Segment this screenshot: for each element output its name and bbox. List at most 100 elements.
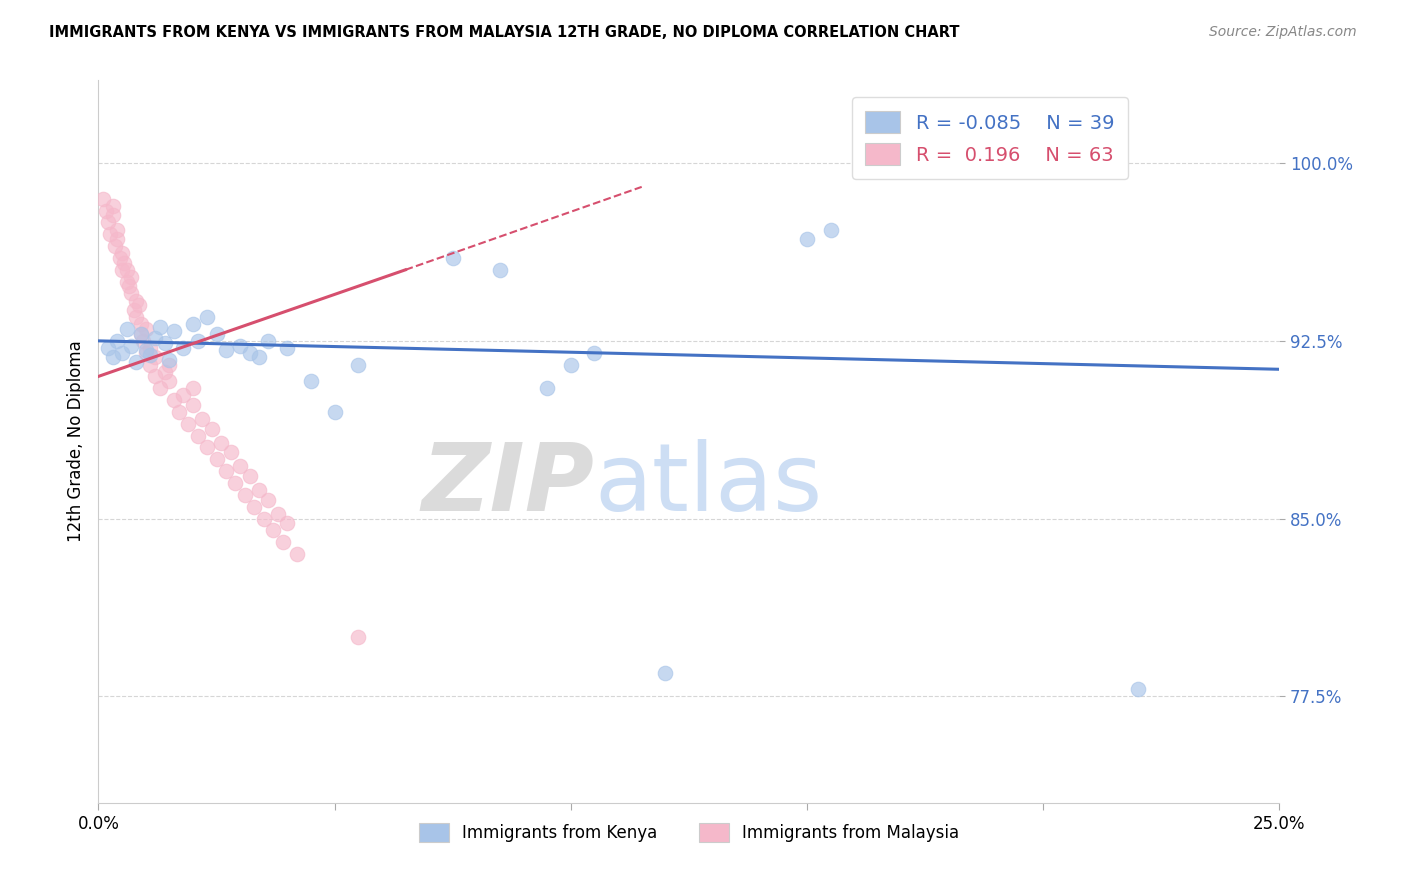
Point: [257, 492, 280, 507]
Point: [129, 326, 152, 341]
Point: [143, 351, 166, 365]
Point: [347, 630, 370, 644]
Point: [101, 208, 124, 222]
Point: [205, 452, 228, 467]
Point: [195, 441, 218, 455]
Point: [229, 459, 252, 474]
Point: [347, 358, 370, 372]
Point: [796, 232, 818, 246]
Point: [177, 417, 200, 431]
Point: [105, 222, 128, 236]
Point: [215, 464, 238, 478]
Point: [271, 535, 294, 549]
Point: [111, 262, 134, 277]
Point: [323, 405, 346, 419]
Point: [233, 488, 256, 502]
Point: [135, 322, 157, 336]
Point: [129, 326, 152, 341]
Point: [187, 428, 209, 442]
Point: [219, 445, 242, 459]
Text: IMMIGRANTS FROM KENYA VS IMMIGRANTS FROM MALAYSIA 12TH GRADE, NO DIPLOMA CORRELA: IMMIGRANTS FROM KENYA VS IMMIGRANTS FROM…: [49, 25, 960, 40]
Point: [157, 358, 180, 372]
Point: [94, 203, 117, 218]
Point: [121, 269, 143, 284]
Point: [187, 334, 209, 348]
Point: [157, 374, 180, 388]
Point: [489, 262, 512, 277]
Point: [247, 351, 270, 365]
Point: [172, 388, 194, 402]
Point: [262, 524, 284, 538]
Point: [205, 326, 228, 341]
Point: [115, 275, 138, 289]
Legend: Immigrants from Kenya, Immigrants from Malaysia: Immigrants from Kenya, Immigrants from M…: [412, 816, 966, 848]
Point: [115, 322, 138, 336]
Point: [135, 345, 157, 359]
Point: [105, 334, 128, 348]
Point: [125, 293, 148, 308]
Point: [108, 251, 131, 265]
Point: [121, 286, 143, 301]
Point: [257, 334, 280, 348]
Point: [285, 547, 308, 561]
Point: [276, 341, 298, 355]
Text: ZIP: ZIP: [422, 439, 595, 531]
Point: [195, 310, 218, 325]
Point: [191, 412, 214, 426]
Point: [104, 239, 127, 253]
Point: [129, 318, 152, 332]
Point: [97, 215, 120, 229]
Point: [91, 192, 114, 206]
Point: [243, 500, 266, 514]
Point: [149, 319, 172, 334]
Point: [112, 255, 135, 269]
Point: [97, 341, 120, 355]
Point: [163, 325, 186, 339]
Point: [111, 246, 134, 260]
Point: [984, 145, 1007, 159]
Text: atlas: atlas: [595, 439, 823, 531]
Point: [267, 507, 290, 521]
Point: [122, 303, 145, 318]
Point: [139, 341, 162, 355]
Point: [441, 251, 464, 265]
Point: [132, 334, 155, 348]
Point: [167, 405, 190, 419]
Point: [201, 421, 224, 435]
Point: [215, 343, 238, 358]
Point: [1126, 682, 1149, 697]
Point: [153, 336, 176, 351]
Point: [239, 469, 262, 483]
Point: [224, 475, 246, 490]
Point: [209, 435, 232, 450]
Point: [239, 345, 262, 359]
Point: [149, 381, 172, 395]
Point: [101, 199, 124, 213]
Point: [101, 351, 124, 365]
Point: [157, 352, 180, 367]
Point: [125, 310, 148, 325]
Point: [172, 341, 194, 355]
Point: [560, 358, 582, 372]
Point: [583, 345, 606, 359]
Point: [253, 511, 276, 525]
Point: [181, 381, 204, 395]
Point: [153, 365, 176, 379]
Point: [181, 318, 204, 332]
Point: [181, 398, 204, 412]
Point: [118, 279, 141, 293]
Point: [143, 331, 166, 345]
Point: [820, 222, 842, 236]
Point: [247, 483, 270, 497]
Point: [299, 374, 322, 388]
Point: [98, 227, 121, 242]
Point: [139, 358, 162, 372]
Point: [115, 262, 138, 277]
Point: [139, 348, 162, 362]
Point: [105, 232, 128, 246]
Point: [121, 338, 143, 352]
Text: Source: ZipAtlas.com: Source: ZipAtlas.com: [1209, 25, 1357, 39]
Point: [163, 393, 186, 408]
Point: [135, 343, 157, 358]
Y-axis label: 12th Grade, No Diploma: 12th Grade, No Diploma: [66, 341, 84, 542]
